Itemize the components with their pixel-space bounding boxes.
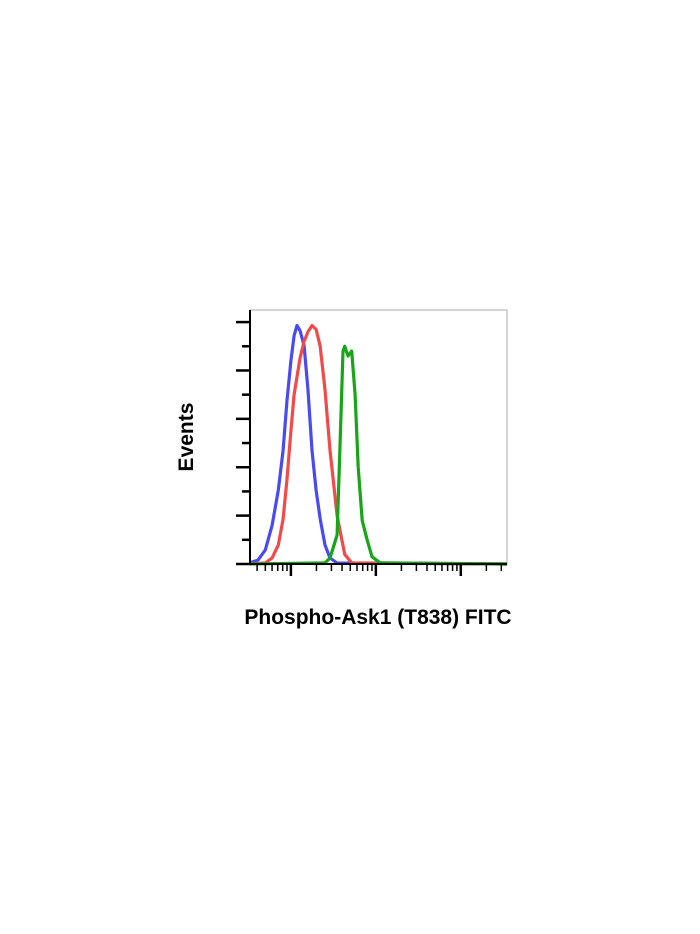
histogram-line bbox=[249, 323, 508, 566]
plot-frame bbox=[249, 309, 508, 565]
x-axis-label: Phospho-Ask1 (T838) FITC bbox=[244, 606, 511, 629]
histogram-line bbox=[249, 344, 508, 566]
y-axis-label: Events bbox=[175, 403, 198, 472]
histogram-line bbox=[249, 323, 508, 566]
